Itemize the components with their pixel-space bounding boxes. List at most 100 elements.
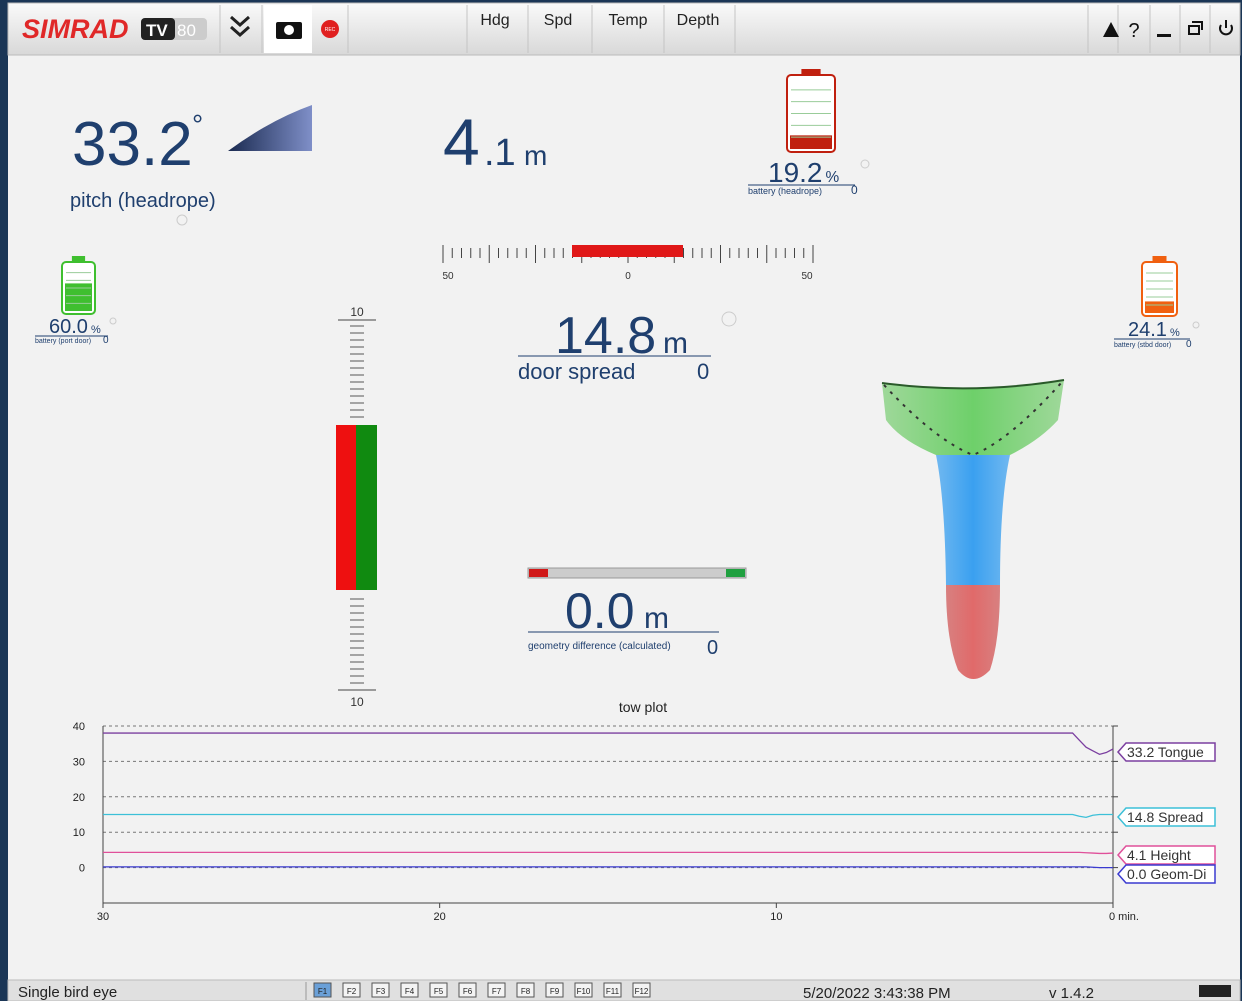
trawl-net [881, 379, 1065, 679]
tab[interactable]: Spd [544, 12, 572, 29]
series-tag-label: 4.1 Height [1127, 847, 1191, 863]
camera-lens [284, 25, 294, 35]
series-tag-label: 0.0 Geom-Di [1127, 866, 1206, 882]
model-number: 80 [177, 21, 196, 40]
geometry-status: 0 [707, 637, 718, 659]
tow-plot: tow plot 40 30 20 10 0 30 20 10 0 min. 33.2 Tongue… [73, 699, 1216, 923]
battery-status: 0 [851, 183, 858, 197]
geometry-value: 0.0 [565, 583, 635, 639]
geometry-bar-port [529, 569, 548, 577]
x-tick-label: 20 [434, 911, 446, 923]
function-key-label: F5 [434, 987, 444, 996]
function-key-label: F7 [492, 987, 502, 996]
battery-level [1145, 301, 1174, 313]
vertical-scale [338, 319, 376, 691]
battery-status: 0 [1186, 339, 1192, 350]
tabs: Hdg Spd Temp Depth [480, 12, 719, 29]
power-button[interactable] [1219, 20, 1233, 36]
function-key[interactable] [429, 982, 448, 998]
function-key[interactable] [458, 982, 477, 998]
function-key[interactable] [603, 982, 622, 998]
scale-label: 50 [801, 271, 813, 282]
function-key-label: F6 [463, 987, 473, 996]
series-tag-label: 14.8 Spread [1127, 809, 1203, 825]
battery-label: battery (port door) [35, 338, 91, 345]
x-tick-label: 30 [97, 911, 109, 923]
function-key[interactable] [313, 982, 332, 998]
function-key[interactable] [632, 982, 651, 998]
warning-button[interactable] [1103, 22, 1119, 37]
battery-value: 24.1 [1128, 319, 1167, 341]
geometry-bar-stbd [726, 569, 745, 577]
series-tag [1116, 864, 1216, 884]
battery-unit: % [91, 324, 101, 336]
pitch-unit: ° [192, 109, 203, 140]
function-key[interactable] [342, 982, 361, 998]
battery-cap [1152, 256, 1167, 262]
scale-label: 10 [350, 305, 364, 319]
plot-title: tow plot [619, 699, 667, 715]
function-key[interactable] [574, 982, 593, 998]
y-tick-label: 0 [79, 863, 85, 875]
horizontal-indicator [572, 245, 683, 257]
battery-unit: % [826, 169, 840, 186]
y-tick-label: 20 [73, 792, 85, 804]
height-decimal: .1 [484, 132, 516, 174]
record-button[interactable] [321, 20, 339, 38]
function-key-label: F11 [606, 987, 620, 996]
tab[interactable]: Temp [608, 12, 647, 29]
series-line [103, 813, 1113, 818]
function-keys: F1 F2 F3 F4 F5 F6 F7 F8 F9 F10 F11 F12 [313, 982, 651, 998]
datetime: 5/20/2022 3:43:38 PM [803, 985, 951, 1001]
tab[interactable]: Hdg [480, 12, 509, 29]
function-key-label: F9 [550, 987, 560, 996]
main-area [8, 3, 1240, 1001]
function-key[interactable] [487, 982, 506, 998]
pitch-wedge [228, 105, 312, 151]
indicator-dots [109, 159, 1200, 329]
restore-button[interactable] [1188, 21, 1203, 35]
mode: Single bird eye [18, 984, 117, 1001]
battery-status: 0 [103, 335, 109, 346]
function-key[interactable] [400, 982, 419, 998]
y-tick-label: 40 [73, 721, 85, 733]
battery-label: battery (stbd door) [1114, 342, 1171, 349]
series-tag [1116, 807, 1216, 827]
y-tick-label: 10 [73, 827, 85, 839]
record-label: REC [325, 27, 336, 33]
battery-label: battery (headrope) [748, 186, 822, 196]
geometry-unit: m [644, 602, 669, 635]
model-badge-dark [141, 18, 175, 40]
series-line [103, 732, 1114, 756]
pitch-value: 33.2 [72, 110, 193, 179]
function-key-label: F2 [347, 987, 357, 996]
tab[interactable]: Depth [677, 12, 720, 29]
series-tag-label: 33.2 Tongue [1127, 744, 1204, 760]
brand: SIMRAD [22, 14, 129, 44]
scale-label: 50 [442, 271, 454, 282]
function-key[interactable] [371, 982, 390, 998]
geometry-label: geometry difference (calculated) [528, 641, 671, 652]
x-tick-label: 0 min. [1109, 911, 1139, 923]
battery-cap [801, 69, 821, 75]
minimize-button[interactable] [1157, 34, 1171, 37]
height-unit: m [524, 140, 547, 171]
scale-label: 10 [350, 695, 364, 709]
function-key[interactable] [516, 982, 535, 998]
door-spread-label: door spread [518, 359, 635, 384]
x-tick-label: 10 [770, 911, 782, 923]
series-line [103, 851, 1114, 855]
help-button[interactable]: ? [1128, 20, 1139, 42]
function-key-label: F4 [405, 987, 415, 996]
scale-label: 0 [625, 271, 631, 282]
battery-cap [71, 256, 86, 262]
keyboard-button[interactable] [1199, 985, 1231, 997]
series-line [103, 866, 1113, 869]
door-spread-value: 14.8 [555, 307, 656, 365]
collapse-button[interactable] [230, 15, 250, 38]
pitch-label: pitch (headrope) [70, 190, 216, 212]
door-spread-status: 0 [697, 359, 709, 384]
function-key[interactable] [545, 982, 564, 998]
battery-unit: % [1170, 327, 1180, 339]
